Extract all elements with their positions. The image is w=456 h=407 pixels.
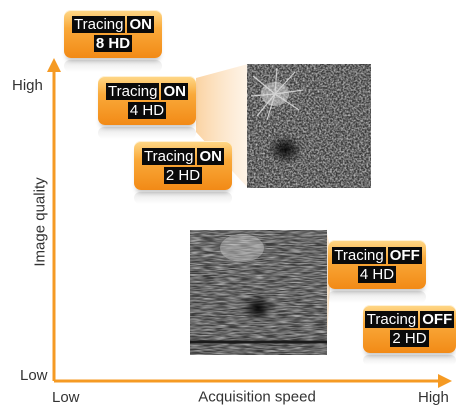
badge-resolution: 2 HD — [163, 166, 203, 184]
badge-state: OFF — [420, 311, 455, 328]
x-axis-low-label: Low — [52, 389, 80, 406]
x-axis-high-label: High — [418, 389, 449, 406]
badge-state: ON — [197, 147, 224, 165]
oct-image-tracing-on — [247, 64, 371, 188]
badge-tracing-label: Tracing — [106, 82, 160, 100]
oct-image-tracing-on-graphic — [247, 64, 371, 188]
badge-reflection — [98, 127, 196, 139]
y-axis-low-label: Low — [20, 367, 48, 384]
badge-reflection — [328, 291, 426, 303]
badge-tracing-label: Tracing — [72, 16, 126, 33]
badge-tracing-label: Tracing — [364, 311, 419, 328]
x-axis-title: Acquisition speed — [198, 388, 316, 406]
badge-resolution: 8 HD — [93, 35, 133, 52]
y-axis-arrow — [47, 58, 61, 72]
y-axis-title: Image quality — [31, 177, 49, 267]
badge-tracing-label: Tracing — [332, 246, 386, 264]
badge-resolution: 4 HD — [357, 265, 397, 283]
badge-tracing-off-2hd: Tracing OFF 2 HD — [363, 305, 456, 353]
badge-tracing-off-4hd: Tracing OFF 4 HD — [328, 240, 426, 289]
y-axis-high-label: High — [12, 77, 43, 94]
badge-tracing-on-2hd: Tracing ON 2 HD — [134, 141, 232, 190]
badge-tracing-on-4hd: Tracing ON 4 HD — [98, 76, 196, 125]
badge-resolution: 2 HD — [390, 330, 429, 347]
badge-state: ON — [127, 16, 154, 33]
badge-reflection — [363, 355, 456, 365]
badge-state: OFF — [387, 246, 422, 264]
badge-tracing-label: Tracing — [142, 147, 196, 165]
oct-image-tracing-off — [190, 230, 327, 355]
badge-resolution: 4 HD — [127, 101, 167, 119]
badge-tracing-on-8hd: Tracing ON 8 HD — [64, 10, 162, 58]
badge-reflection — [134, 192, 232, 204]
badge-reflection — [64, 60, 162, 72]
x-axis-arrow — [438, 374, 452, 388]
callout-upper — [196, 64, 248, 188]
oct-image-tracing-off-graphic — [190, 230, 327, 355]
badge-state: ON — [161, 82, 188, 100]
